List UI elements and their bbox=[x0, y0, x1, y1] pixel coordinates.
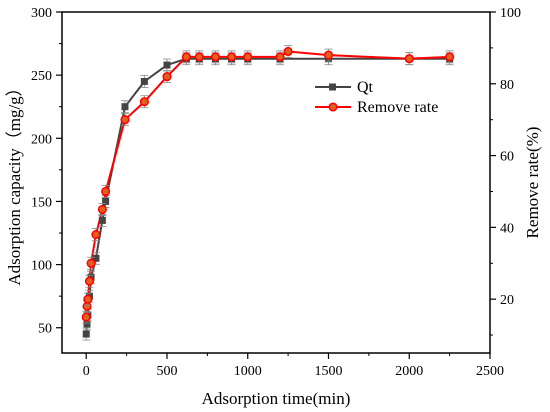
data-point-circle bbox=[227, 52, 237, 62]
y-left-tick-label: 250 bbox=[31, 69, 52, 84]
data-point-circle bbox=[81, 312, 91, 322]
y-axis-left-label: Adsorption capacity（mg/g） bbox=[5, 79, 24, 285]
data-point-square bbox=[140, 77, 148, 85]
y-left-tick-label: 300 bbox=[31, 6, 52, 21]
data-point-circle bbox=[283, 46, 293, 57]
series-lines bbox=[85, 50, 450, 335]
y-right-tick-label: 100 bbox=[500, 6, 521, 21]
data-point-circle bbox=[84, 276, 95, 286]
data-point-square bbox=[102, 197, 110, 205]
legend-marker-circle bbox=[328, 102, 338, 112]
y-left-tick-label: 50 bbox=[38, 322, 52, 337]
data-point-circle bbox=[101, 186, 111, 197]
y-left-tick-label: 100 bbox=[31, 259, 52, 274]
data-point-circle bbox=[162, 72, 172, 82]
legend-label-0: Qt bbox=[357, 79, 374, 96]
series-line-1 bbox=[85, 50, 450, 318]
y-right-tick-label: 60 bbox=[500, 150, 514, 165]
data-point-square bbox=[83, 320, 91, 328]
data-point-circle bbox=[181, 52, 191, 62]
data-point-square bbox=[121, 103, 129, 111]
axis-ticks: 0 500 1000 1500 2000 2500 50 100 150 200 250 300 20 4… bbox=[31, 6, 521, 379]
y-right-tick-label: 40 bbox=[500, 221, 514, 236]
x-tick-label: 1500 bbox=[314, 364, 342, 379]
data-point-circle bbox=[91, 229, 101, 240]
legend-marker-square bbox=[329, 83, 336, 91]
data-point-square bbox=[98, 216, 106, 224]
x-axis-label: Adsorption time(min) bbox=[202, 389, 351, 408]
x-tick-label: 1000 bbox=[234, 364, 262, 379]
y-axis-right-label: Remove rate(%) bbox=[523, 127, 542, 239]
plot-area-border bbox=[61, 11, 491, 354]
data-point-circle bbox=[243, 52, 253, 62]
legend-label-1: Remove rate bbox=[357, 99, 438, 116]
y-left-tick-label: 150 bbox=[31, 195, 52, 210]
axis-titles: Adsorption time(min) Adsorption capacity… bbox=[5, 79, 542, 408]
data-point-circle bbox=[275, 52, 285, 62]
data-point-circle bbox=[194, 52, 204, 62]
y-right-tick-label: 80 bbox=[500, 78, 514, 93]
data-point-circle bbox=[323, 50, 334, 60]
data-point-circle bbox=[83, 294, 93, 304]
y-right-tick-label: 20 bbox=[500, 293, 514, 308]
data-point-circle bbox=[210, 52, 220, 62]
data-point-circle bbox=[139, 97, 149, 107]
x-tick-label: 2000 bbox=[395, 364, 423, 379]
legend: Qt Remove rate bbox=[315, 79, 438, 116]
x-tick-label: 2500 bbox=[476, 364, 504, 379]
data-point-circle bbox=[404, 54, 414, 64]
x-tick-label: 0 bbox=[83, 364, 90, 379]
x-tick-label: 500 bbox=[156, 364, 177, 379]
data-point-circle bbox=[120, 115, 130, 125]
data-point-square bbox=[82, 330, 90, 338]
data-point-square bbox=[92, 254, 100, 262]
data-point-square bbox=[163, 61, 171, 69]
data-point-circle bbox=[86, 258, 96, 268]
data-point-circle bbox=[445, 52, 455, 62]
plot-frame bbox=[61, 11, 491, 354]
data-point-circle bbox=[97, 204, 107, 214]
data-point-circle bbox=[82, 301, 92, 311]
series-markers bbox=[81, 45, 455, 341]
y-left-tick-label: 200 bbox=[31, 132, 52, 147]
